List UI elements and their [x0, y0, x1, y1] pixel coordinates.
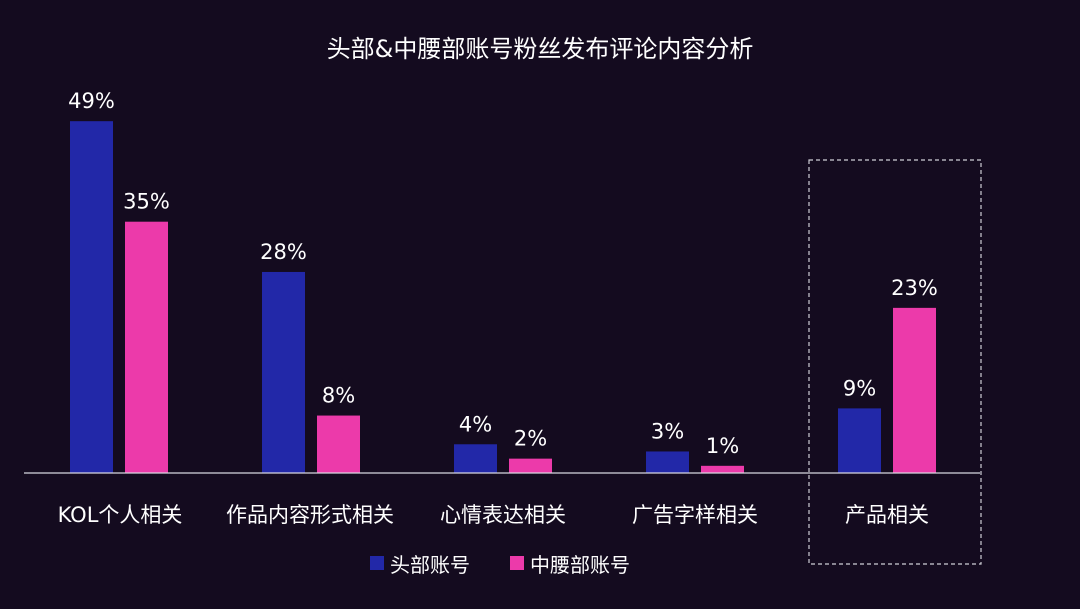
value-label: 23% [891, 276, 938, 300]
bar-mid-0 [125, 221, 168, 473]
legend-label: 中腰部账号 [530, 553, 630, 577]
category-label: 心情表达相关 [440, 503, 566, 527]
bar-head-3 [646, 451, 689, 473]
bar-head-4 [838, 408, 881, 473]
bar-mid-2 [509, 458, 552, 473]
value-label: 4% [459, 412, 492, 436]
category-label: 广告字样相关 [632, 503, 758, 527]
value-label: 49% [68, 89, 115, 113]
value-label: 1% [706, 434, 739, 458]
bar-head-2 [454, 444, 497, 473]
bar-head-0 [70, 121, 113, 474]
legend-swatch [370, 556, 384, 570]
value-label: 3% [651, 419, 684, 443]
value-label: 28% [260, 240, 307, 264]
category-label: 产品相关 [845, 503, 929, 527]
value-label: 9% [843, 376, 876, 400]
category-label: 作品内容形式相关 [226, 503, 394, 527]
bar-mid-4 [893, 307, 936, 473]
value-label: 2% [514, 427, 547, 451]
bar-head-1 [262, 271, 305, 473]
value-label: 8% [322, 384, 355, 408]
legend-label: 头部账号 [390, 553, 470, 577]
highlight-box [808, 159, 982, 565]
category-label: KOL个人相关 [58, 503, 183, 527]
chart-title: 头部&中腰部账号粉丝发布评论内容分析 [327, 35, 754, 63]
bar-mid-3 [701, 465, 744, 473]
bar-mid-1 [317, 415, 360, 473]
legend-swatch [510, 556, 524, 570]
value-label: 35% [123, 190, 170, 214]
